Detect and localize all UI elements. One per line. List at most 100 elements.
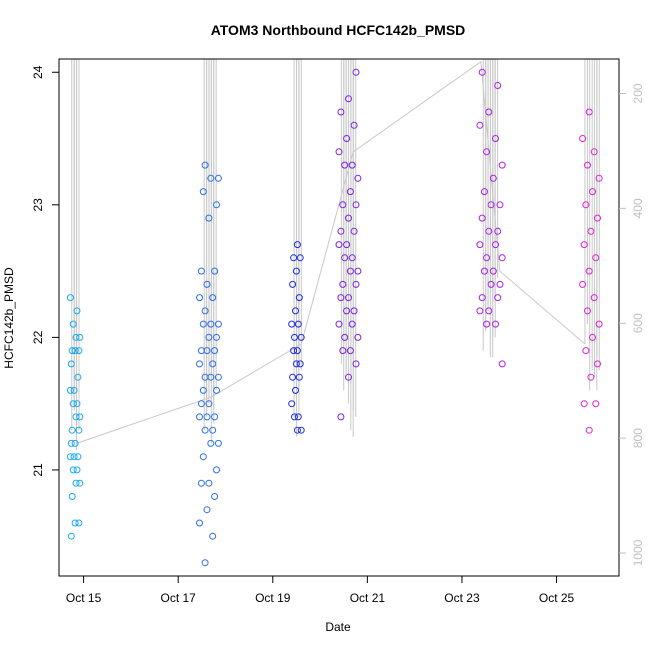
- data-point-s0-22: [66, 453, 74, 461]
- data-point-s3-18: [341, 254, 349, 262]
- data-point-s4-17: [498, 254, 506, 262]
- data-point-s2-21: [297, 426, 305, 434]
- data-point-s3-1: [345, 95, 352, 103]
- data-point-s1-21: [209, 360, 217, 368]
- data-point-s3-33: [352, 360, 360, 368]
- data-points: [66, 68, 603, 567]
- data-point-s0-3: [76, 333, 84, 341]
- data-point-s2-12: [290, 347, 298, 355]
- data-point-s1-30: [203, 413, 211, 421]
- data-point-s2-5: [295, 294, 303, 302]
- data-point-s4-13: [485, 227, 493, 235]
- altitude-layer: [71, 59, 600, 451]
- data-point-s1-9: [196, 294, 203, 302]
- data-point-s3-16: [335, 241, 343, 249]
- data-point-s5-9: [580, 241, 588, 249]
- data-point-s3-25: [350, 307, 358, 315]
- data-point-s3-21: [339, 280, 347, 288]
- y-axis: 21 22 23 24: [31, 65, 59, 477]
- data-point-s4-7: [489, 174, 497, 182]
- data-point-s3-27: [335, 320, 343, 328]
- data-point-s1-38: [205, 479, 213, 487]
- data-point-s3-17: [348, 254, 356, 262]
- data-point-s4-11: [478, 214, 486, 222]
- data-point-s1-35: [207, 439, 215, 447]
- data-point-s2-20: [291, 413, 298, 421]
- data-point-s1-2: [207, 174, 215, 182]
- data-point-s5-0: [585, 108, 593, 116]
- data-point-s2-8: [294, 320, 302, 328]
- right-tick-label-3: 800: [631, 428, 645, 448]
- data-point-s5-14: [584, 307, 591, 315]
- data-point-s5-19: [587, 373, 595, 381]
- data-point-s4-26: [492, 320, 499, 328]
- data-point-s4-12: [494, 227, 502, 235]
- data-point-s1-8: [203, 280, 211, 288]
- data-point-s3-9: [346, 188, 354, 196]
- data-point-s0-16: [68, 426, 76, 434]
- data-point-s1-4: [213, 201, 220, 209]
- data-point-s0-28: [75, 519, 83, 527]
- data-point-s2-1: [290, 254, 298, 262]
- data-point-s4-28: [498, 360, 506, 368]
- data-point-s1-12: [214, 320, 222, 328]
- data-point-s3-8: [354, 174, 362, 182]
- data-point-s3-20: [346, 267, 354, 275]
- x-tick-label-3: Oct 21: [350, 591, 386, 605]
- x-tick-label-1: Oct 17: [161, 591, 197, 605]
- altitude-line: [76, 60, 586, 444]
- data-point-s4-15: [492, 241, 499, 249]
- y-tick-label-2: 23: [31, 198, 45, 212]
- data-point-s0-9: [74, 373, 82, 381]
- data-point-s1-18: [211, 347, 219, 355]
- data-point-s3-30: [354, 333, 362, 341]
- data-point-s3-24: [337, 294, 345, 302]
- data-point-s3-28: [348, 320, 356, 328]
- x-tick-label-0: Oct 15: [66, 591, 102, 605]
- data-point-s2-22: [293, 426, 301, 434]
- data-point-s1-36: [199, 453, 207, 461]
- data-point-s4-8: [480, 188, 488, 196]
- data-point-s1-34: [214, 439, 222, 447]
- data-point-s4-18: [489, 267, 497, 275]
- data-point-s5-21: [592, 400, 600, 408]
- data-point-s0-25: [76, 479, 84, 487]
- data-point-s4-1: [494, 82, 502, 89]
- data-point-s0-30: [67, 532, 75, 540]
- data-point-s1-26: [213, 386, 220, 394]
- data-point-s5-12: [579, 280, 587, 288]
- data-point-s0-17: [75, 426, 83, 434]
- data-point-s2-14: [292, 360, 300, 368]
- data-point-s5-1: [579, 135, 587, 142]
- data-point-s5-2: [590, 148, 598, 156]
- data-point-s4-3: [476, 121, 484, 129]
- data-point-s4-20: [496, 280, 504, 288]
- data-point-s3-35: [337, 413, 345, 421]
- data-point-s2-18: [288, 400, 296, 408]
- data-point-s0-27: [68, 493, 76, 500]
- data-point-s1-37: [213, 466, 220, 474]
- data-point-s3-6: [348, 161, 356, 169]
- data-point-s1-7: [211, 267, 219, 275]
- x-tick-label-4: Oct 23: [444, 591, 480, 605]
- data-point-s0-5: [68, 347, 76, 355]
- right-tick-label-1: 400: [631, 198, 645, 218]
- data-point-s3-12: [345, 214, 352, 222]
- data-point-s2-4: [289, 280, 297, 288]
- data-point-s1-32: [209, 426, 217, 434]
- data-point-s5-15: [595, 320, 603, 328]
- data-point-s4-2: [485, 108, 493, 116]
- data-point-s0-26: [72, 479, 80, 487]
- data-point-s3-11: [352, 201, 360, 209]
- data-point-s5-10: [592, 254, 600, 262]
- y-axis-label: HCFC142b_PMSD: [2, 267, 16, 369]
- data-point-s5-17: [582, 347, 590, 355]
- data-point-s3-29: [341, 333, 349, 341]
- data-point-s1-44: [201, 559, 209, 567]
- data-point-s5-7: [594, 214, 601, 222]
- data-point-s3-0: [352, 68, 360, 76]
- data-point-s3-32: [339, 347, 347, 355]
- right-tick-label-2: 600: [631, 313, 645, 333]
- data-point-s4-27: [483, 320, 491, 328]
